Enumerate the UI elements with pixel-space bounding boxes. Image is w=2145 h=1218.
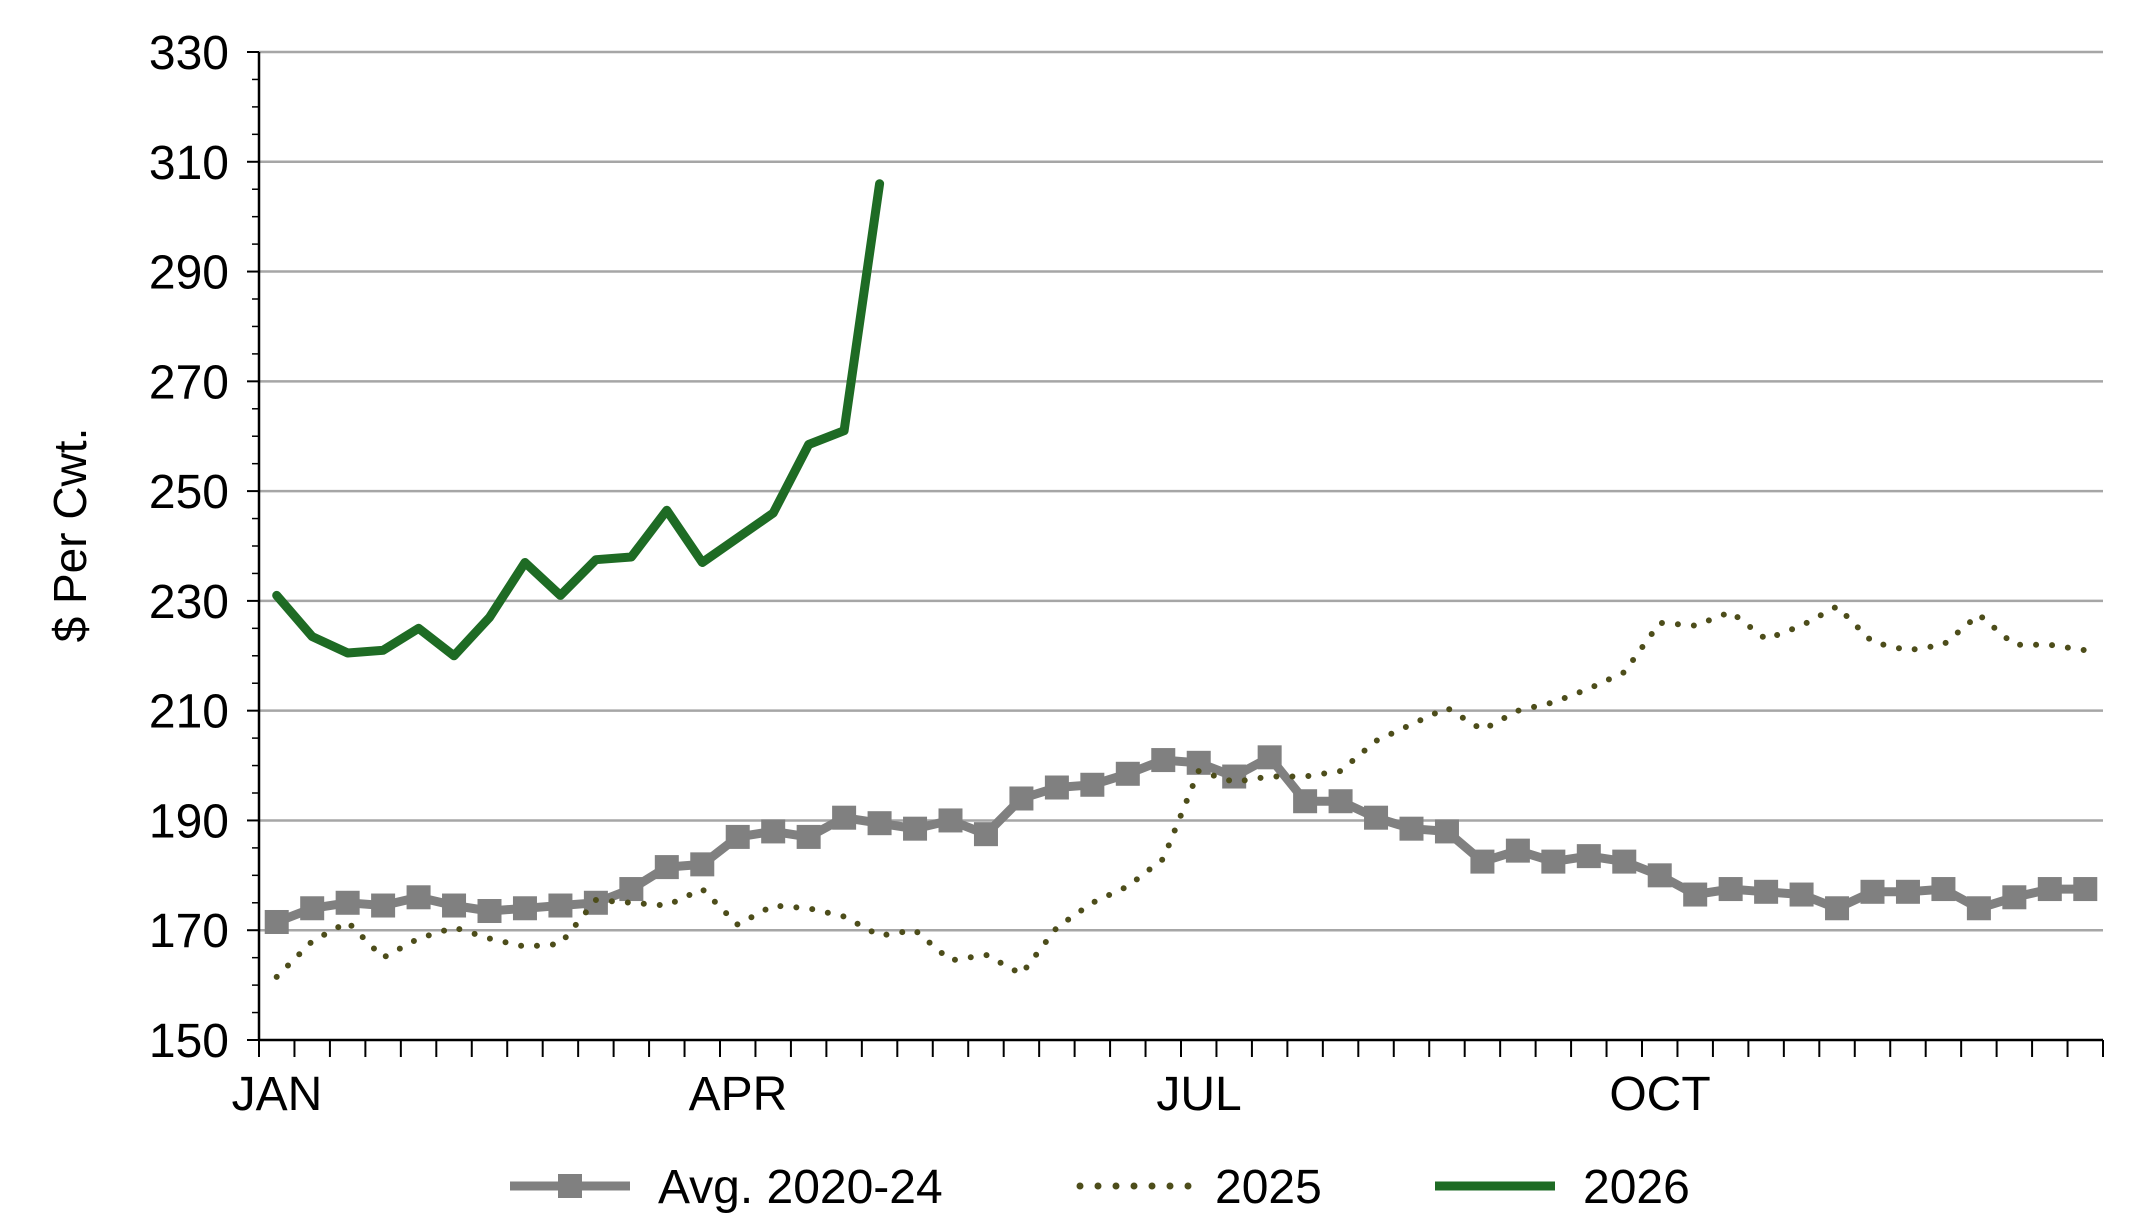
series-line [275,752,2086,927]
data-point-marker [938,808,963,833]
y-tick-label: 230 [149,576,229,629]
data-point-marker [1931,877,1956,902]
x-tick-label: JAN [232,1068,323,1121]
series-3 [272,179,885,661]
data-point-marker [1825,896,1850,921]
y-tick-label: 190 [149,795,229,848]
x-tick-label: APR [689,1068,788,1121]
data-point-marker [619,877,644,902]
data-point-marker [1434,819,1459,844]
data-point-marker [1009,786,1034,811]
data-point-marker [725,824,750,849]
data-point-marker [1754,879,1779,904]
axes: 150 170 190 210 230 250 270 290 310 330 JAN APR JUL O… [149,27,2104,1121]
data-point-marker [1718,877,1743,902]
x-tick-label: OCT [1609,1068,1710,1121]
data-point-marker [1860,879,1885,904]
series-1 [264,745,2098,934]
series-line [272,179,885,661]
data-point-marker [2073,877,2098,902]
data-point-marker [1222,764,1247,789]
data-point-marker [1505,838,1530,863]
y-tick-label: 270 [149,356,229,409]
legend-marker [558,1174,582,1198]
data-point-marker [2037,877,2062,902]
data-point-marker [442,893,467,918]
data-point-marker [1293,789,1318,814]
data-point-marker [867,811,892,836]
data-point-marker [406,885,431,910]
data-point-marker [1576,844,1601,869]
x-tick-label: JUL [1156,1068,1241,1121]
data-point-marker [1364,805,1389,830]
data-point-marker [690,852,715,877]
data-point-marker [335,890,360,915]
data-point-marker [761,819,786,844]
data-point-marker [1612,849,1637,874]
data-point-marker [832,805,857,830]
legend-item: 2026 [1435,1161,1690,1214]
legend-label: 2026 [1583,1161,1690,1213]
data-point-marker [1080,772,1105,797]
legend-item: 2025 [1076,1161,1322,1214]
data-point-marker [1328,789,1353,814]
y-tick-label: 150 [149,1015,229,1068]
data-point-marker [264,909,289,934]
data-point-marker [1151,748,1176,773]
data-point-marker [300,896,325,921]
data-point-marker [1470,849,1495,874]
data-point-marker [512,896,537,921]
y-tick-label: 250 [149,466,229,519]
data-point-marker [1683,882,1708,907]
data-point-marker [477,899,502,924]
data-point-marker [973,822,998,847]
data-point-marker [1966,896,1991,921]
y-tick-label: 290 [149,247,229,300]
data-point-marker [548,893,573,918]
data-point-marker [1115,761,1140,786]
series [264,179,2098,980]
y-tick-label: 170 [149,905,229,958]
gridlines [259,50,2103,932]
data-point-marker [1399,816,1424,841]
data-point-marker [903,816,928,841]
data-point-marker [654,855,679,880]
y-tick-label: 310 [149,137,229,190]
data-point-marker [1647,863,1672,888]
data-point-marker [1789,882,1814,907]
data-point-marker [1257,745,1282,770]
legend-label: Avg. 2020-24 [658,1161,943,1213]
data-point-marker [1044,775,1069,800]
data-point-marker [1895,879,1920,904]
data-point-marker [1541,849,1566,874]
data-point-marker [371,893,396,918]
y-tick-label: 330 [149,27,229,80]
series-line [273,603,2089,980]
legend: Avg. 2020-24 2025 2026 [510,1161,1690,1214]
y-tick-label: 210 [149,686,229,739]
data-point-marker [796,824,821,849]
legend-item: Avg. 2020-24 [510,1161,943,1214]
series-2 [273,603,2089,980]
legend-label: 2025 [1215,1161,1322,1213]
y-axis-label: $ Per Cwt. [44,428,96,643]
data-point-marker [2002,885,2027,910]
